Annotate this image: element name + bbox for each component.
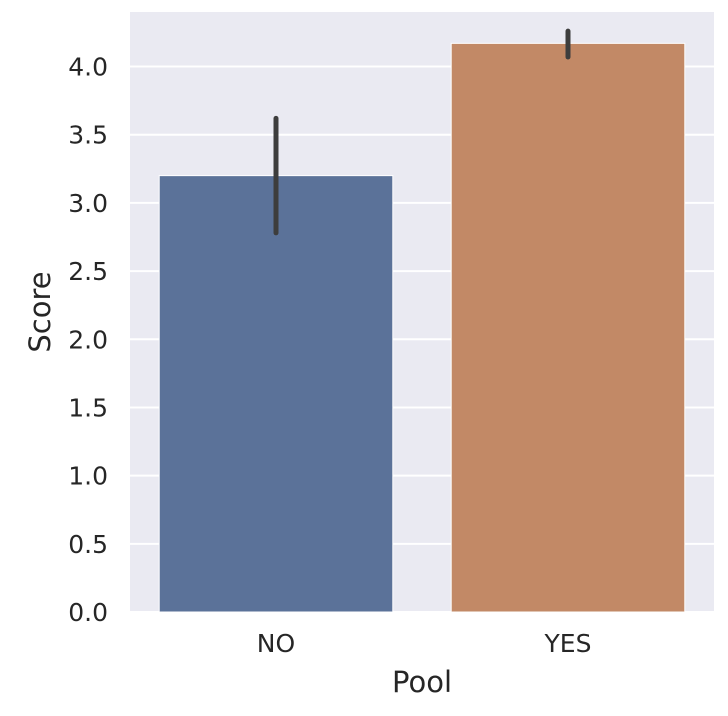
y-tick-label: 2.0	[68, 325, 108, 354]
bar-no	[158, 175, 394, 613]
bar-yes	[450, 42, 686, 613]
y-axis-label: Score	[23, 271, 57, 352]
x-axis-label: Pool	[392, 665, 452, 699]
x-tick-label: NO	[257, 629, 295, 658]
x-tick-labels: NO YES	[257, 629, 592, 658]
y-tick-label: 4.0	[68, 53, 108, 82]
y-tick-label: 1.5	[68, 393, 108, 422]
y-tick-label: 3.0	[68, 189, 108, 218]
y-tick-labels: 0.0 0.5 1.0 1.5 2.0 2.5 3.0 3.5 4.0	[68, 53, 108, 627]
y-tick-label: 3.5	[68, 121, 108, 150]
x-tick-label: YES	[544, 629, 592, 658]
error-bars	[273, 28, 571, 236]
y-tick-label: 1.0	[68, 462, 108, 491]
bars	[158, 42, 686, 613]
y-tick-label: 2.5	[68, 257, 108, 286]
y-tick-label: 0.0	[68, 598, 108, 627]
y-tick-label: 0.5	[68, 530, 108, 559]
